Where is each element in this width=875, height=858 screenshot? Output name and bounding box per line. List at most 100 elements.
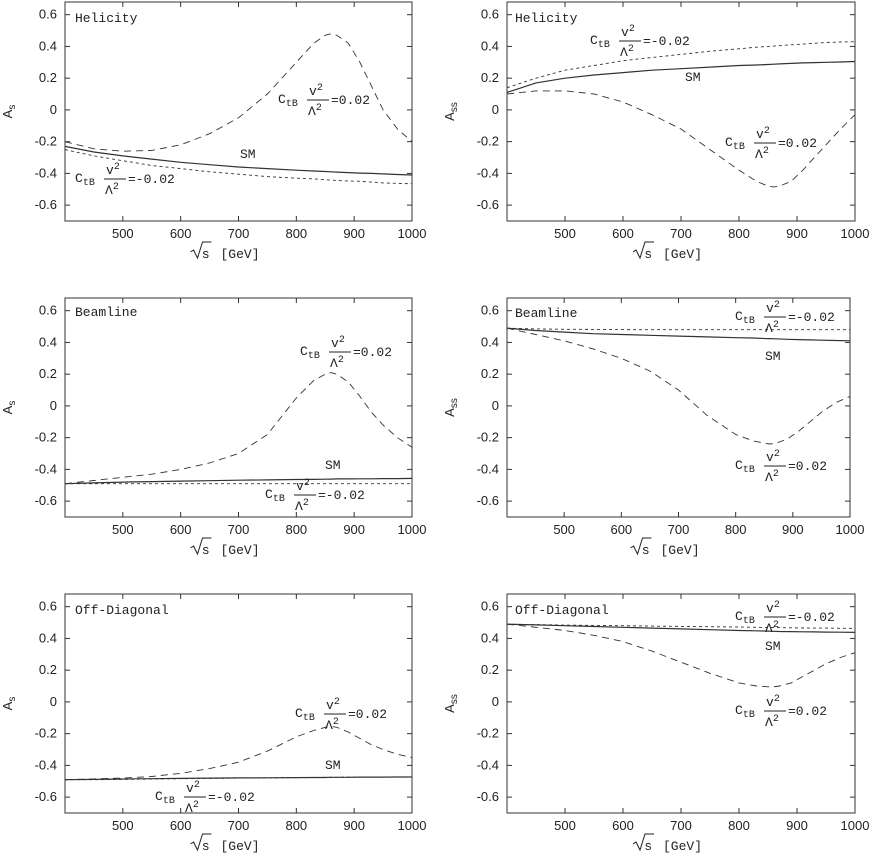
annotation-minus-coef: CtB bbox=[265, 487, 285, 505]
annotation-minus: CtB v2 Λ2 =-0.02 bbox=[735, 300, 835, 336]
panel-label: Off-Diagonal bbox=[515, 603, 609, 618]
annotation-plus-value: =0.02 bbox=[353, 345, 392, 360]
y-tick-label: -0.2 bbox=[35, 134, 57, 149]
x-axis-label: s bbox=[203, 246, 210, 261]
x-axis-unit: [GeV] bbox=[221, 839, 260, 854]
x-axis-unit: [GeV] bbox=[663, 247, 702, 262]
annotation-minus-num: v2 bbox=[106, 162, 120, 178]
annotation-plus-value: =0.02 bbox=[788, 704, 827, 719]
annotation-minus-value: =-0.02 bbox=[128, 172, 175, 187]
x-tick-label: 600 bbox=[612, 818, 634, 833]
y-tick-label: -0.6 bbox=[477, 789, 499, 804]
annotation-minus-num: v2 bbox=[621, 24, 635, 40]
x-tick-label: 800 bbox=[285, 818, 307, 833]
y-tick-label: -0.4 bbox=[35, 461, 57, 476]
x-tick-label: 900 bbox=[786, 226, 808, 241]
x-tick-label: 700 bbox=[668, 522, 690, 537]
annotation-minus-value: =-0.02 bbox=[788, 310, 835, 325]
series-line-solid bbox=[506, 327, 851, 342]
x-tick-label: 700 bbox=[670, 226, 692, 241]
series-line-longdash bbox=[506, 90, 856, 188]
annotation-plus-den: Λ2 bbox=[755, 146, 769, 162]
x-tick-label: 1000 bbox=[836, 522, 865, 537]
x-tick-label: 1000 bbox=[398, 522, 427, 537]
annotation-plus-coef: CtB bbox=[735, 703, 755, 721]
annotation-minus-value: =-0.02 bbox=[318, 488, 365, 503]
series-line-shortdash bbox=[506, 41, 856, 89]
sqrt-icon bbox=[190, 537, 212, 556]
annotation-plus-value: =0.02 bbox=[778, 136, 817, 151]
x-axis-label: s bbox=[645, 838, 652, 853]
y-tick-label: -0.2 bbox=[35, 726, 57, 741]
annotation-plus-num: v2 bbox=[331, 335, 345, 351]
series-line-longdash bbox=[64, 372, 413, 485]
plot-frame bbox=[64, 593, 413, 814]
annotation-plus-value: =0.02 bbox=[788, 459, 827, 474]
x-tick-label: 900 bbox=[343, 818, 365, 833]
annotation-plus-num: v2 bbox=[766, 449, 780, 465]
y-tick-label: -0.4 bbox=[35, 165, 57, 180]
y-tick-label: -0.6 bbox=[477, 493, 499, 508]
x-tick-label: 900 bbox=[786, 818, 808, 833]
x-axis-unit: [GeV] bbox=[221, 247, 260, 262]
annotation-plus-num: v2 bbox=[309, 83, 323, 99]
x-tick-label: 900 bbox=[782, 522, 804, 537]
y-tick-label: -0.4 bbox=[477, 461, 499, 476]
panel-label: Helicity bbox=[515, 11, 578, 26]
series-line-solid bbox=[64, 477, 413, 485]
y-tick-label: 0.2 bbox=[39, 662, 57, 677]
sm-annotation: SM bbox=[325, 758, 341, 773]
sqrt-icon bbox=[632, 241, 654, 260]
chart-panel-2: 0.6 0.4 0.2 0 -0.2 -0.4 -0.6 500 600 700 800 900 100… bbox=[442, 1, 869, 262]
x-tick-label: 900 bbox=[343, 226, 365, 241]
annotation-plus: CtB v2 Λ2 =0.02 bbox=[278, 83, 370, 119]
panel-label: Off-Diagonal bbox=[75, 603, 169, 618]
plot-frame bbox=[506, 297, 851, 518]
x-axis-label: s bbox=[645, 246, 652, 261]
x-tick-label: 800 bbox=[285, 226, 307, 241]
panel-label: Beamline bbox=[515, 306, 577, 321]
annotation-minus-den: Λ2 bbox=[185, 800, 199, 816]
annotation-minus: CtB v2 Λ2 =-0.02 bbox=[735, 600, 835, 636]
annotation-plus: CtB v2 Λ2 =0.02 bbox=[735, 694, 827, 730]
y-tick-label: -0.2 bbox=[477, 726, 499, 741]
annotation-plus-value: =0.02 bbox=[348, 707, 387, 722]
sqrt-icon bbox=[190, 241, 212, 260]
chart-panel-5: 0.6 0.4 0.2 0 -0.2 -0.4 -0.6 500 600 700 800 900 100… bbox=[0, 593, 426, 854]
annotation-plus-num: v2 bbox=[766, 694, 780, 710]
sqrt-icon bbox=[190, 833, 212, 852]
annotation-plus: CtB v2 Λ2 =0.02 bbox=[300, 335, 392, 371]
y-tick-label: 0.6 bbox=[481, 7, 499, 22]
annotation-minus-den: Λ2 bbox=[765, 320, 779, 336]
y-tick-label: -0.6 bbox=[35, 197, 57, 212]
x-tick-label: 600 bbox=[610, 522, 632, 537]
annotation-minus-den: Λ2 bbox=[765, 620, 779, 636]
annotation-minus-coef: CtB bbox=[75, 171, 95, 189]
y-tick-label: -0.4 bbox=[477, 757, 499, 772]
annotation-minus-value: =-0.02 bbox=[643, 34, 690, 49]
series-line-solid bbox=[64, 145, 413, 176]
x-axis-unit: [GeV] bbox=[663, 839, 702, 854]
sm-annotation: SM bbox=[765, 639, 781, 654]
y-tick-label: -0.6 bbox=[477, 197, 499, 212]
annotation-plus-coef: CtB bbox=[735, 458, 755, 476]
x-axis-unit: [GeV] bbox=[661, 543, 700, 558]
sm-annotation: SM bbox=[240, 147, 256, 162]
series-line-shortdash bbox=[65, 776, 412, 781]
annotation-minus-den: Λ2 bbox=[105, 182, 119, 198]
x-axis-unit: [GeV] bbox=[221, 543, 260, 558]
x-axis-label: s bbox=[643, 542, 650, 557]
annotation-plus: CtB v2 Λ2 =0.02 bbox=[725, 126, 817, 162]
series-line-solid bbox=[506, 60, 856, 94]
annotation-plus-num: v2 bbox=[326, 697, 340, 713]
x-tick-label: 900 bbox=[343, 522, 365, 537]
annotation-plus-coef: CtB bbox=[300, 344, 320, 362]
y-axis-label: As bbox=[0, 105, 18, 119]
annotation-minus-den: Λ2 bbox=[620, 44, 634, 60]
annotation-plus: CtB v2 Λ2 =0.02 bbox=[295, 697, 387, 733]
y-axis-label: Ass bbox=[442, 398, 460, 417]
y-axis-label: As bbox=[0, 401, 18, 415]
series-line-longdash bbox=[64, 33, 413, 152]
chart-panel-1: 0.6 0.4 0.2 0 -0.2 -0.4 -0.6 500 600 700 800 900 100… bbox=[0, 1, 426, 262]
y-tick-label: 0.2 bbox=[481, 366, 499, 381]
